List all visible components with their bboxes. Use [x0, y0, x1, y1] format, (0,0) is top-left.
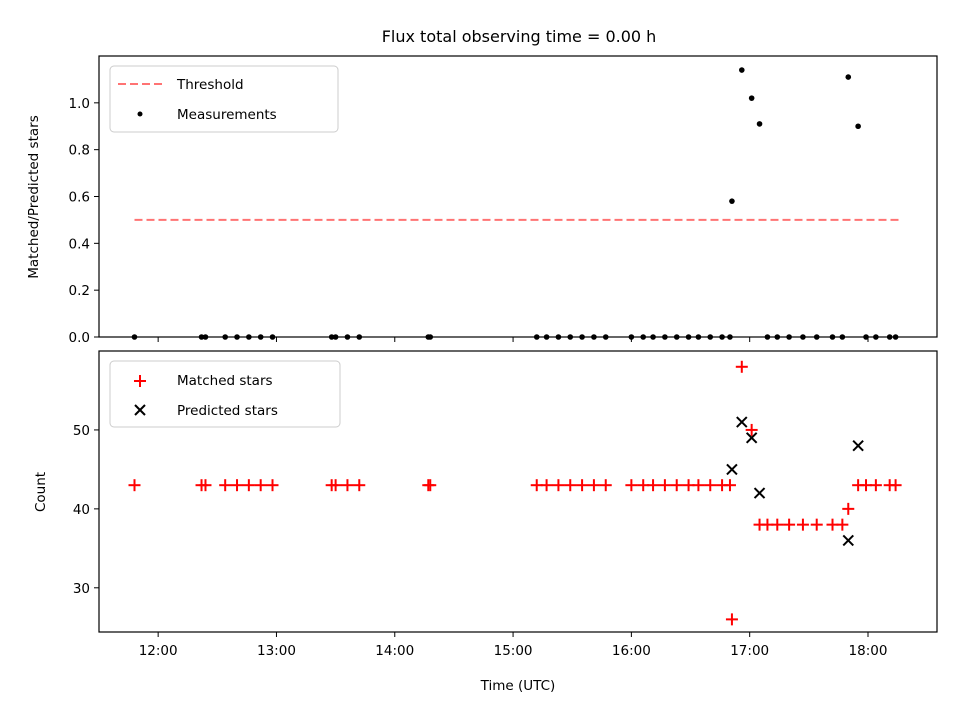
top-y-tick-label: 0.8: [69, 143, 90, 159]
matched-star-point: [552, 479, 565, 492]
top-y-tick-label: 0.4: [69, 236, 90, 252]
x-tick-label: 16:00: [612, 643, 651, 659]
matched-star-point: [599, 479, 612, 492]
matched-star-point: [842, 502, 855, 515]
matched-star-point: [424, 479, 437, 492]
matched-star-point: [540, 479, 553, 492]
predicted-star-point: [745, 432, 758, 444]
x-tick-label: 15:00: [494, 643, 533, 659]
bottom-axes-frame: [98, 350, 938, 633]
bottom-y-tick-label: 30: [73, 581, 90, 597]
matched-star-point: [242, 479, 255, 492]
matched-star-point: [810, 518, 823, 531]
x-tick-label: 17:00: [730, 643, 769, 659]
matched-star-point: [353, 479, 366, 492]
x-tick-label: 18:00: [849, 643, 888, 659]
predicted-star-point: [736, 416, 748, 428]
predicted-star-point: [753, 487, 766, 499]
matched-star-point: [658, 479, 671, 492]
matched-star-point: [564, 479, 577, 492]
matched-star-point: [587, 479, 600, 492]
predicted-star-point: [726, 463, 738, 476]
matched-legend-label: Matched stars: [177, 373, 273, 389]
matched-star-point: [692, 479, 705, 492]
matched-star-point: [576, 479, 589, 492]
x-axis-label: Time (UTC): [480, 678, 556, 694]
matched-star-point: [670, 479, 683, 492]
bottom-legend: Matched stars Predicted stars: [109, 360, 341, 428]
matched-star-point: [735, 360, 748, 373]
measurement-point: [738, 67, 745, 73]
bottom-y-tick-label: 50: [73, 423, 90, 439]
measurements-legend-swatch: [137, 111, 143, 117]
matched-star-point: [771, 518, 784, 531]
ratio-panel: Flux total observing time = 0.00 h Match…: [26, 27, 938, 346]
matched-star-point: [625, 479, 638, 492]
measurement-point: [845, 74, 852, 80]
top-y-tick-label: 0.6: [69, 190, 90, 206]
predicted-legend-swatch: [134, 404, 146, 416]
matched-star-point: [199, 479, 212, 492]
bottom-y-tick-label: 40: [73, 502, 90, 518]
bottom-ticks: 12:00 13:00 14:00 15:00 16:00 17:00 18:00 30 40 5…: [73, 423, 888, 659]
x-tick-label: 13:00: [257, 643, 296, 659]
matched-star-point: [341, 479, 354, 492]
top-y-tick-label: 0.2: [69, 283, 90, 299]
x-tick-label: 12:00: [139, 643, 178, 659]
x-tick-label: 14:00: [375, 643, 414, 659]
matched-star-point: [231, 479, 244, 492]
matched-legend-swatch: [134, 375, 146, 387]
top-legend: Threshold Measurements: [109, 65, 339, 133]
matched-star-point: [266, 479, 279, 492]
predicted-star-point: [852, 440, 864, 452]
matched-star-point: [783, 518, 796, 531]
measurement-point: [748, 95, 755, 101]
top-y-axis-label: Matched/Predicted stars: [26, 115, 42, 278]
matched-star-point: [745, 423, 758, 436]
measurement-point: [756, 121, 763, 127]
count-panel: Count Time (UTC) 12:00 13:00 14:00 15:00 16:…: [33, 350, 938, 694]
matched-star-point: [723, 479, 736, 492]
count-series: [128, 360, 902, 626]
measurement-point: [855, 123, 861, 130]
bottom-legend-box: [109, 360, 341, 428]
matched-star-point: [647, 479, 660, 492]
matched-star-point: [329, 479, 342, 492]
bottom-y-axis-label: Count: [33, 472, 49, 512]
matched-star-point: [796, 518, 809, 531]
predicted-legend-label: Predicted stars: [177, 403, 278, 419]
chart-title: Flux total observing time = 0.00 h: [382, 27, 657, 46]
matched-star-point: [836, 518, 849, 531]
matched-star-point: [128, 479, 141, 492]
measurement-point: [729, 198, 735, 204]
matched-star-point: [869, 479, 882, 492]
matched-star-point: [725, 613, 738, 626]
matched-star-point: [889, 479, 902, 492]
top-axes-frame: [98, 55, 938, 338]
top-y-tick-label: 1.0: [69, 96, 90, 112]
top-legend-box: [109, 65, 339, 133]
predicted-star-point: [842, 534, 854, 547]
threshold-legend-label: Threshold: [176, 77, 244, 93]
matched-star-point: [219, 479, 232, 492]
matched-star-point: [704, 479, 717, 492]
top-y-tick-label: 0.0: [69, 330, 90, 346]
measurements-legend-label: Measurements: [177, 107, 277, 123]
matched-star-point: [254, 479, 267, 492]
